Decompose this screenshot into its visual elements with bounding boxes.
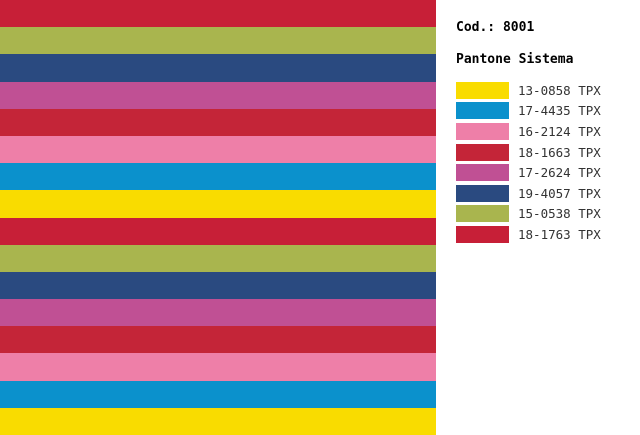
swatch-label: 17-2624 TPX <box>518 165 601 181</box>
swatch-row: 19-4057 TPX <box>456 183 631 204</box>
striped-pattern <box>0 0 436 435</box>
swatch-label: 15-0538 TPX <box>518 206 601 222</box>
swatch-label: 13-0858 TPX <box>518 82 601 98</box>
stripe <box>0 190 436 218</box>
swatch-color-box <box>456 225 509 243</box>
stripe <box>0 407 436 435</box>
swatch-color-box <box>456 122 509 140</box>
stripe <box>0 54 436 82</box>
stripe <box>0 380 436 408</box>
stripe <box>0 326 436 354</box>
swatch-label: 19-4057 TPX <box>518 185 601 201</box>
swatch-row: 17-2624 TPX <box>456 162 631 183</box>
swatch-label: 18-1763 TPX <box>518 226 601 242</box>
swatch-label: 17-4435 TPX <box>518 103 601 119</box>
swatch-color-box <box>456 184 509 202</box>
swatch-row: 17-4435 TPX <box>456 101 631 122</box>
swatch-list: 13-0858 TPX 17-4435 TPX 16-2124 TPX 18-1663… <box>456 80 631 245</box>
stripe <box>0 27 436 55</box>
swatch-color-box <box>456 102 509 120</box>
swatch-label: 18-1663 TPX <box>518 144 601 160</box>
swatch-row: 13-0858 TPX <box>456 80 631 101</box>
stripe <box>0 81 436 109</box>
stripe <box>0 108 436 136</box>
color-info-panel: Cod.: 8001 Pantone Sistema 13-0858 TPX 17… <box>456 18 631 245</box>
swatch-color-box <box>456 143 509 161</box>
swatch-color-box <box>456 205 509 223</box>
stripe <box>0 299 436 327</box>
swatch-row: 15-0538 TPX <box>456 204 631 225</box>
product-code: Cod.: 8001 <box>456 20 535 35</box>
swatch-row: 18-1663 TPX <box>456 142 631 163</box>
stripe <box>0 163 436 191</box>
swatch-row: 16-2124 TPX <box>456 121 631 142</box>
swatch-row: 18-1763 TPX <box>456 224 631 245</box>
stripe <box>0 353 436 381</box>
stripe <box>0 217 436 245</box>
swatch-label: 16-2124 TPX <box>518 123 601 139</box>
stripe <box>0 0 436 28</box>
color-system-title: Pantone Sistema <box>456 52 574 67</box>
stripe <box>0 135 436 164</box>
stripe <box>0 244 436 272</box>
stripe <box>0 271 436 300</box>
swatch-color-box <box>456 81 509 99</box>
swatch-color-box <box>456 164 509 182</box>
